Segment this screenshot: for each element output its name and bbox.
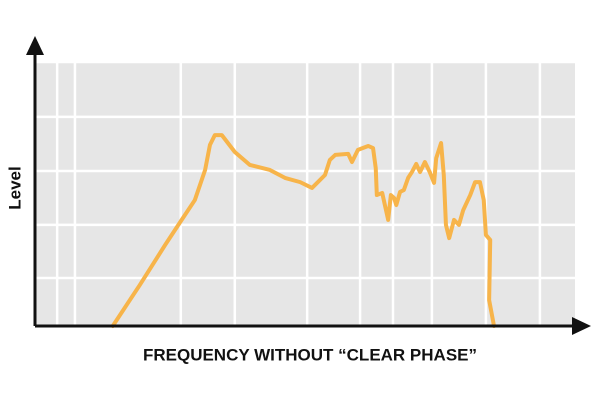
x-arrow bbox=[572, 317, 591, 335]
data-line bbox=[110, 133, 496, 328]
y-arrow bbox=[26, 36, 44, 55]
plot-area bbox=[35, 62, 575, 326]
x-axis-label: FREQUENCY WITHOUT “CLEAR PHASE” bbox=[143, 345, 477, 364]
y-axis-label: Level bbox=[5, 166, 24, 209]
